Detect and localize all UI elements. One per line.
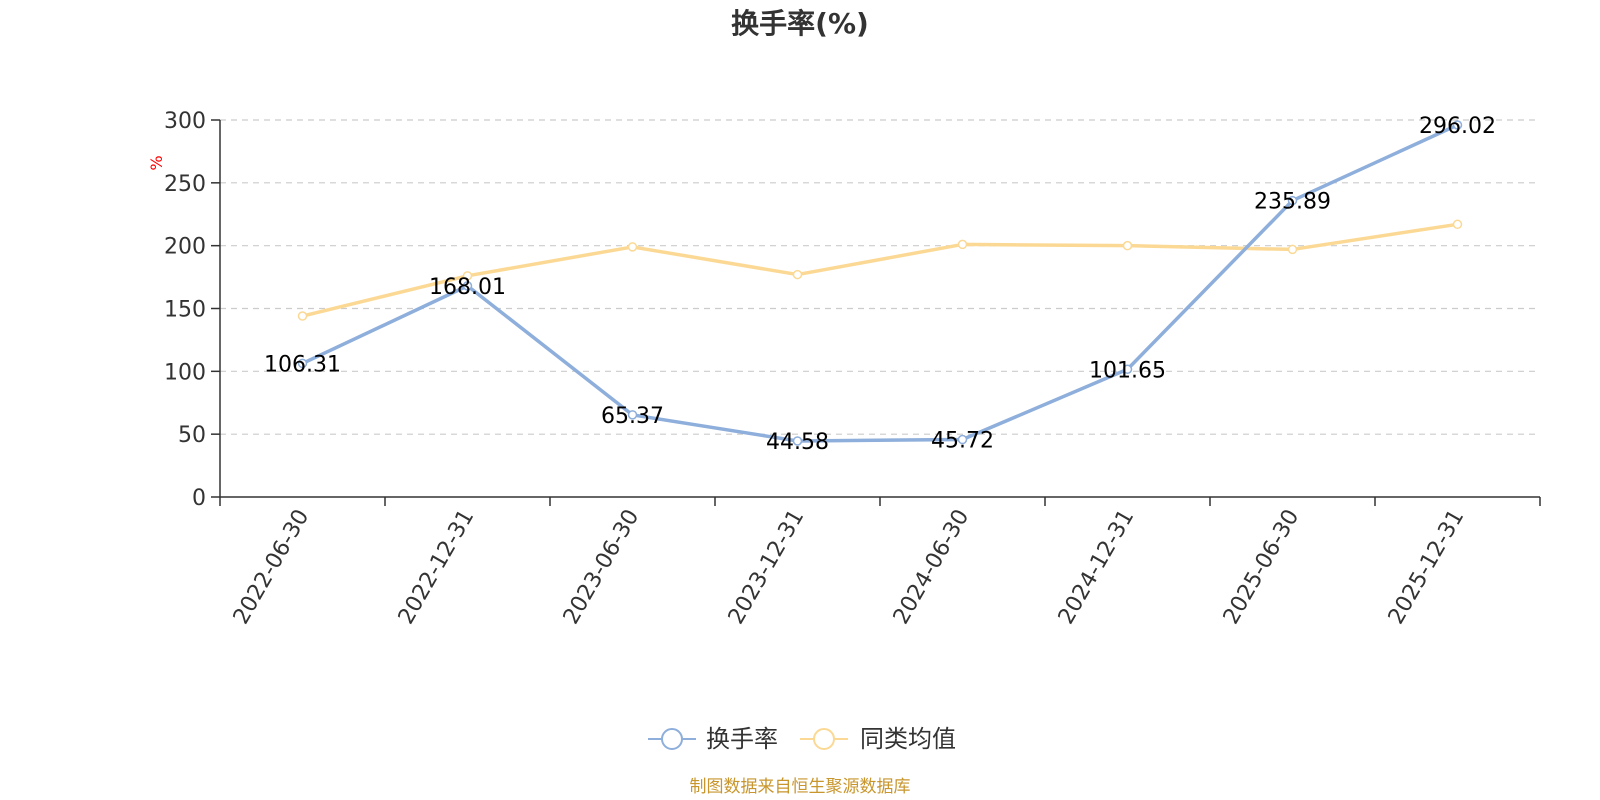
series-line-turnover [300,123,1460,443]
data-point-peer-average [792,269,803,280]
data-point-turnover [627,410,638,420]
x-tick-label: 2022-12-31 [394,505,480,628]
data-point-turnover [1122,364,1133,375]
chart-title: 换手率(%) [731,7,869,40]
data-point-peer-average [297,311,308,321]
data-label-turnover: 101.65 [1089,358,1166,383]
data-point-turnover [957,434,968,445]
legend-item-peer-average[interactable]: 同类均值 [800,725,956,753]
legend: 换手率 同类均值 [648,725,956,753]
legend-label-turnover: 换手率 [706,725,778,753]
y-tick-label: 250 [164,172,206,197]
data-point-turnover [1287,195,1298,206]
legend-marker-turnover [661,728,683,750]
data-point-turnover [792,436,803,446]
x-tick-label: 2025-06-30 [1219,505,1305,628]
data-point-peer-average [627,242,638,252]
x-tick-label: 2024-06-30 [889,505,975,628]
x-tick-label: 2022-06-30 [229,505,315,628]
x-tick-label: 2025-12-31 [1384,505,1470,628]
data-label-turnover: 168.01 [429,275,506,300]
data-point-turnover [1452,120,1463,130]
data-point-peer-average [1122,240,1133,251]
legend-marker-peer-average [813,728,835,750]
series-lines [297,120,1463,446]
y-tick-label: 50 [178,423,206,448]
y-tick-label: 0 [192,486,206,511]
data-label-turnover: 296.02 [1419,114,1496,139]
data-source-note: 制图数据来自恒生聚源数据库 [690,777,911,797]
x-tick-label: 2024-12-31 [1054,505,1140,628]
y-tick-label: 300 [164,109,206,134]
data-label-turnover: 235.89 [1254,190,1331,215]
data-label-turnover: 65.37 [601,404,664,429]
y-tick-label: 150 [164,298,206,323]
y-tick-label: 100 [164,360,206,385]
x-tick-label: 2023-06-30 [559,505,645,628]
x-axis-ticks: 2022-06-30 2022-12-31 2023-06-30 2023-12-31… [219,497,1541,629]
data-point-turnover [297,358,308,369]
data-labels: 106.31 168.01 65.37 44.58 45.72 101.65 235.89 2… [264,114,1496,455]
y-tick-label: 200 [164,235,206,260]
x-tick-label: 2023-12-31 [724,505,810,628]
data-point-peer-average [1452,219,1463,230]
legend-label-peer-average: 同类均值 [860,725,956,753]
data-point-turnover [462,281,473,291]
data-point-peer-average [957,239,968,250]
data-label-turnover: 106.31 [264,352,341,377]
grid-lines [220,119,1540,435]
y-axis-unit-label: % [147,155,166,170]
data-label-turnover: 44.58 [766,430,829,455]
data-label-turnover: 45.72 [931,429,994,454]
data-point-peer-average [1287,244,1298,255]
y-axis-ticks: 0 50 100 150 200 250 300 [164,109,220,511]
series-line-peer-average [300,222,1460,318]
data-point-peer-average [462,271,473,281]
legend-item-turnover[interactable]: 换手率 [648,725,778,753]
